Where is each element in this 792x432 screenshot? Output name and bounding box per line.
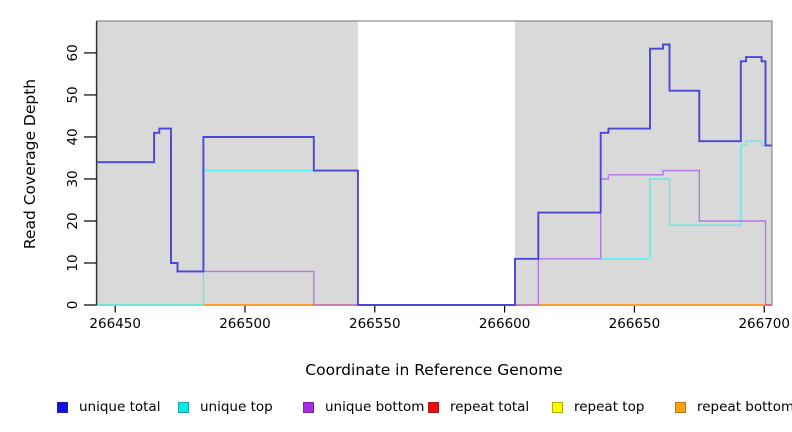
x-tick-label: 266600 — [479, 316, 531, 332]
x-tick-label: 266450 — [89, 316, 141, 332]
y-tick-label: 40 — [65, 128, 81, 145]
y-tick-label: 10 — [65, 254, 81, 271]
x-tick-label: 266650 — [609, 316, 661, 332]
y-tick-label: 0 — [65, 301, 81, 310]
y-tick-label: 50 — [65, 86, 81, 103]
y-tick-label: 30 — [65, 170, 81, 187]
y-axis-title: Read Coverage Depth — [21, 78, 39, 250]
y-tick-label: 20 — [65, 212, 81, 229]
y-tick-label: 60 — [65, 44, 81, 61]
x-tick-label: 266500 — [219, 316, 271, 332]
series-unique-total-line — [97, 43, 772, 306]
x-tick-label: 266550 — [349, 316, 401, 332]
x-tick-label: 266700 — [738, 316, 790, 332]
x-axis-title: Coordinate in Reference Genome — [305, 361, 563, 379]
gray-region — [514, 21, 772, 305]
